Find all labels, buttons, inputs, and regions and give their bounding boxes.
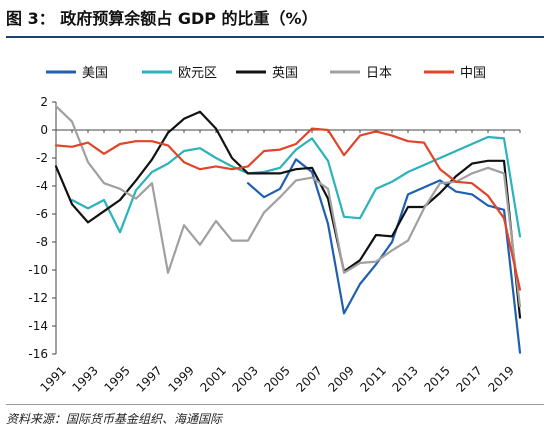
x-tick-label: 2007 — [293, 363, 324, 394]
x-tick-label: 1991 — [37, 363, 68, 394]
x-tick-label: 2019 — [485, 363, 516, 394]
y-tick-label: 2 — [40, 95, 48, 109]
x-tick-label: 2005 — [261, 363, 292, 394]
legend-label: 日本 — [366, 66, 392, 81]
chart-series — [54, 105, 522, 354]
title-divider — [6, 36, 544, 38]
series-line — [70, 135, 522, 238]
x-tick-label: 2009 — [325, 363, 356, 394]
source-note: 资料来源：国际货币基金组织、海通国际 — [6, 412, 223, 426]
x-tick-label: 1993 — [69, 363, 100, 394]
x-tick-label: 2001 — [197, 363, 228, 394]
y-tick-label: -4 — [36, 179, 48, 193]
y-tick-label: -8 — [36, 235, 48, 249]
x-tick-label: 2003 — [229, 363, 260, 394]
y-tick-label: -2 — [36, 151, 48, 165]
y-tick-label: -16 — [28, 347, 48, 361]
series-line — [54, 105, 522, 308]
series-line — [54, 110, 522, 319]
y-tick-label: -10 — [28, 263, 48, 277]
source-divider — [6, 404, 544, 405]
chart-axes: 2 0 -2 -4 -6 -8 -10 -12 -14 -16 1991 1993 1995 1997 19… — [28, 95, 521, 395]
legend-label: 欧元区 — [178, 66, 217, 81]
legend-label: 美国 — [82, 66, 108, 81]
x-tick-label: 2017 — [453, 363, 484, 394]
y-tick-label: -6 — [36, 207, 48, 221]
x-tick-label: 1995 — [101, 363, 132, 394]
x-tick-label: 2013 — [389, 363, 420, 394]
chart-legend: 美国 欧元区 英国 日本 中国 — [46, 66, 486, 81]
y-tick-label: -14 — [28, 319, 48, 333]
x-tick-label: 2011 — [357, 363, 388, 394]
x-tick-label: 2015 — [421, 363, 452, 394]
y-tick-label: -12 — [28, 291, 48, 305]
y-tick-label: 0 — [40, 123, 48, 137]
x-tick-label: 1999 — [165, 363, 196, 394]
figure-title: 图 3： 政府预算余额占 GDP 的比重（%） — [6, 9, 318, 28]
series-line — [246, 158, 522, 354]
series-line — [54, 127, 522, 291]
legend-label: 中国 — [460, 66, 486, 81]
x-tick-label: 1997 — [133, 363, 164, 394]
legend-label: 英国 — [272, 66, 298, 81]
